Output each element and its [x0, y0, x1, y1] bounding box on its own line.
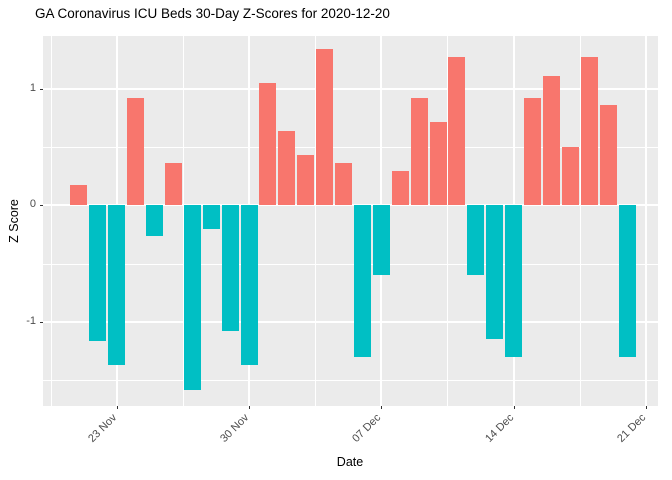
- y-axis-tick: [40, 88, 43, 90]
- x-axis-tick: [513, 406, 515, 409]
- bar-24-nov: [127, 97, 145, 206]
- bar-26-nov: [164, 163, 182, 206]
- x-axis-tick-label: 30 Nov: [218, 411, 252, 445]
- bar-22-nov: [89, 205, 107, 341]
- x-axis-tick: [645, 406, 647, 409]
- y-axis-tick: [40, 205, 43, 207]
- x-axis-tick: [249, 406, 250, 409]
- bar-02-dec: [278, 130, 296, 206]
- bar-20-dec: [618, 205, 636, 357]
- minor-gridline-v: [50, 36, 52, 406]
- major-gridline-h: [43, 204, 658, 207]
- minor-gridline-h: [43, 380, 658, 382]
- bar-23-nov: [108, 205, 126, 366]
- x-axis-tick-label: 21 Dec: [614, 411, 649, 445]
- x-axis-tick: [381, 406, 383, 409]
- major-gridline-h: [43, 87, 658, 90]
- bar-12-dec: [467, 205, 485, 276]
- major-gridline-h: [43, 320, 658, 323]
- bar-09-dec: [410, 97, 428, 206]
- y-axis-title: Z Score: [7, 199, 21, 243]
- bar-10-dec: [429, 122, 447, 206]
- minor-gridline-v: [579, 36, 581, 406]
- bar-14-dec: [505, 205, 523, 357]
- minor-gridline-v: [182, 36, 184, 406]
- minor-gridline-h: [43, 146, 658, 148]
- bar-28-nov: [202, 205, 220, 229]
- bar-04-dec: [316, 48, 334, 206]
- bar-25-nov: [146, 205, 163, 236]
- bar-08-dec: [391, 171, 409, 206]
- bar-06-dec: [353, 205, 371, 357]
- chart-title: GA Coronavirus ICU Beds 30-Day Z-Scores …: [35, 6, 390, 21]
- bar-21-nov: [70, 185, 88, 206]
- y-axis-tick-label: -1: [26, 314, 36, 327]
- bar-05-dec: [335, 163, 352, 206]
- y-axis-tick-label: 0: [29, 198, 36, 211]
- bar-29-nov: [221, 205, 239, 332]
- bar-11-dec: [448, 57, 466, 206]
- bar-01-dec: [259, 82, 277, 206]
- bar-27-nov: [183, 205, 201, 390]
- major-gridline-v: [644, 36, 647, 406]
- bar-15-dec: [524, 97, 541, 206]
- y-axis-tick: [40, 321, 43, 323]
- x-axis-tick-label: 23 Nov: [85, 411, 119, 445]
- bar-18-dec: [580, 57, 598, 206]
- bar-19-dec: [599, 104, 617, 206]
- bar-16-dec: [542, 75, 560, 206]
- bar-17-dec: [561, 146, 579, 206]
- x-axis-tick: [116, 406, 118, 409]
- bar-03-dec: [297, 155, 315, 206]
- minor-gridline-h: [43, 263, 658, 265]
- minor-gridline-v: [315, 36, 317, 406]
- bar-13-dec: [486, 205, 504, 340]
- chart-panel: [43, 36, 658, 406]
- y-axis-tick-label: 1: [29, 81, 36, 94]
- bar-30-nov: [240, 205, 258, 366]
- bar-07-dec: [372, 205, 390, 276]
- x-axis-title: Date: [336, 455, 364, 469]
- x-axis-tick-label: 14 Dec: [482, 411, 516, 445]
- minor-gridline-v: [447, 36, 449, 406]
